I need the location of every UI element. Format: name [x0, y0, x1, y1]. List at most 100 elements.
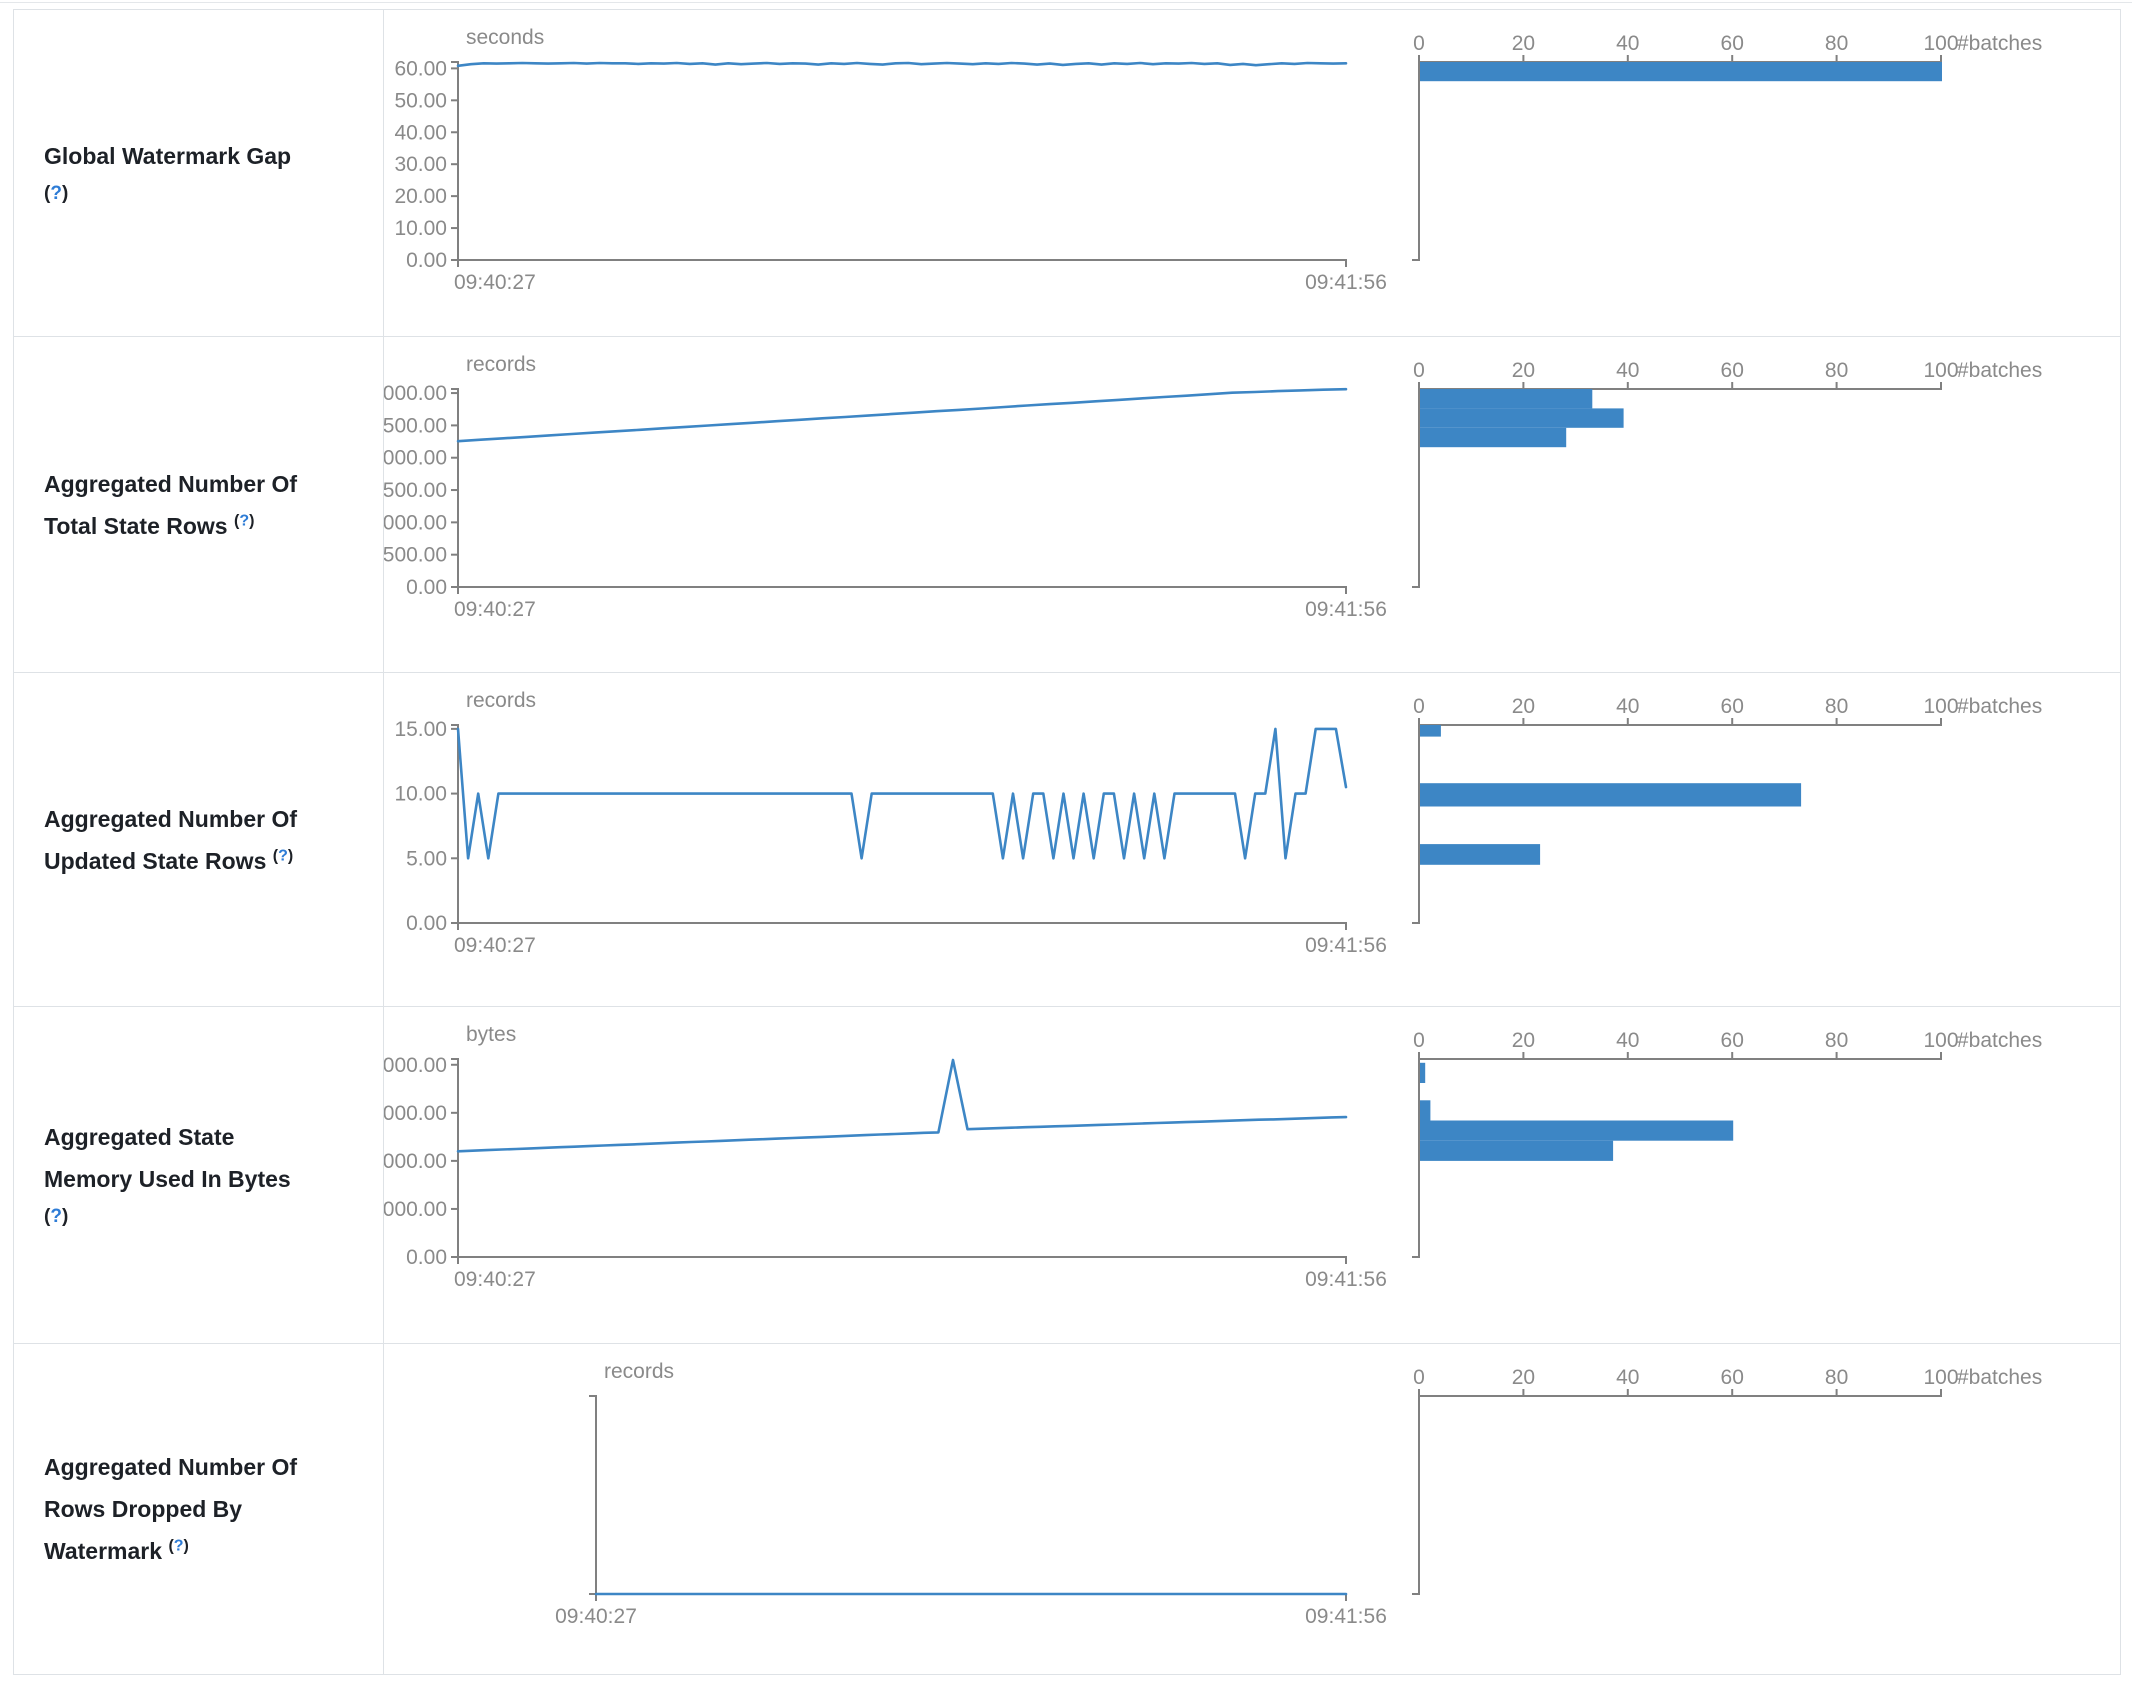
unit-label: seconds [466, 26, 544, 49]
help-paren-open: ( [44, 1206, 51, 1227]
y-axis-tick-label: 0.00 [406, 912, 447, 935]
batches-axis-tick-label: 20 [1512, 359, 1535, 382]
batches-axis-tick-label: 0 [1413, 1366, 1425, 1389]
batches-axis-tick-label: 60 [1721, 32, 1744, 55]
x-axis-start-time: 09:40:27 [454, 271, 536, 294]
help-link[interactable]: (?) [44, 1200, 383, 1234]
x-axis-end-time: 09:41:56 [1305, 598, 1387, 621]
batches-axis-tick-label: 80 [1825, 1366, 1848, 1389]
y-axis [451, 724, 459, 924]
help-paren-open: ( [234, 511, 240, 529]
batches-axis-tick-label: 40 [1616, 695, 1639, 718]
y-axis-tick-label: 10.00 [394, 783, 447, 806]
histogram-bar [1420, 1100, 1431, 1121]
histogram-bar [1420, 1062, 1426, 1083]
y-axis [451, 1058, 459, 1258]
metric-label-text: Watermark [44, 1538, 163, 1564]
batches-axis-tick-label: 0 [1413, 32, 1425, 55]
batches-axis-tick-label: 80 [1825, 1029, 1848, 1052]
metric-label-line: Memory Used In Bytes [44, 1158, 383, 1200]
help-paren-open: ( [168, 1537, 174, 1555]
batches-axis-tick-label: 20 [1512, 1366, 1535, 1389]
help-paren-close: ) [249, 511, 255, 529]
help-link[interactable]: (?) [168, 1537, 188, 1554]
timeline-chart: records 15.00 10.00 5.00 0.00 09:40:27 09:41:5… [384, 673, 1390, 1006]
timeline-chart: records 09:40:27 09:41:56 [384, 1344, 1390, 1674]
y-axis-tick-label: 50.00 [394, 89, 447, 112]
question-mark-icon: ? [239, 511, 250, 529]
help-link[interactable]: (?) [44, 177, 383, 211]
help-paren-close: ) [287, 846, 294, 864]
y-axis-tick-label: 1,000,000.00 [384, 1150, 447, 1173]
batches-axis-tick-label: 20 [1512, 1029, 1535, 1052]
histogram-bar [1420, 1140, 1614, 1161]
histogram-value-axis [1412, 725, 1420, 924]
metric-label-cell: Aggregated Number Of Updated State Rows (… [14, 673, 384, 1006]
timeline-series-line [456, 387, 1348, 443]
histogram-bar [1420, 1120, 1734, 1141]
y-axis [451, 61, 459, 261]
help-link[interactable]: (?) [234, 512, 254, 529]
histogram-bar [1420, 389, 1593, 409]
metric-label-line: Updated State Rows (?) [44, 840, 383, 882]
batches-axis-tick-label: 40 [1616, 1366, 1639, 1389]
x-axis [457, 586, 1347, 594]
histogram-value-axis [1412, 62, 1420, 261]
unit-label: records [466, 689, 536, 712]
y-axis-tick-label: 30.00 [394, 153, 447, 176]
metric-label-text: Aggregated Number Of [44, 805, 298, 832]
y-axis-tick-label: 2,000.00 [384, 447, 447, 470]
batches-axis-tick-label: 100 [1923, 695, 1958, 718]
batches-axis-tick-label: 40 [1616, 32, 1639, 55]
y-axis-tick-label: 0.00 [406, 1246, 447, 1269]
y-axis-tick-label: 10.00 [394, 217, 447, 240]
y-axis-tick-label: 40.00 [394, 121, 447, 144]
unit-label: records [604, 1360, 674, 1383]
batches-axis-tick-label: 60 [1721, 1366, 1744, 1389]
metric-label-text: Global Watermark Gap [44, 143, 292, 169]
histogram-chart: 0 20 40 60 80 100 #batches [1390, 337, 2120, 672]
help-paren-open: ( [44, 183, 51, 204]
histogram-bar [1420, 725, 1441, 737]
x-axis [457, 1256, 1347, 1264]
metric-label-text: Aggregated Number Of [44, 470, 298, 497]
help-link[interactable]: (?) [273, 847, 293, 864]
batches-axis-tick-label: 100 [1923, 1366, 1958, 1389]
metric-label-line: Total State Rows (?) [44, 505, 383, 547]
y-axis-tick-label: 20.00 [394, 185, 447, 208]
metric-row: Aggregated Number Of Total State Rows (?)… [14, 336, 2120, 672]
unit-label: records [466, 353, 536, 376]
x-axis-end-time: 09:41:56 [1305, 1268, 1387, 1291]
unit-label: bytes [466, 1023, 516, 1046]
histogram-bar [1420, 844, 1541, 865]
question-mark-icon: ? [50, 183, 62, 204]
y-axis [451, 388, 459, 588]
histogram-value-axis [1412, 1059, 1420, 1258]
y-axis-tick-label: 0.00 [406, 249, 447, 272]
question-mark-icon: ? [278, 846, 288, 864]
histogram-value-axis [1412, 1396, 1420, 1595]
y-axis-tick-label: 2,500.00 [384, 414, 447, 437]
metric-label-cell: Global Watermark Gap (?) [14, 10, 384, 336]
metric-label-line: Global Watermark Gap [44, 135, 383, 177]
metric-label-line: Aggregated Number Of [44, 798, 383, 840]
metric-label-line: Watermark (?) [44, 1530, 383, 1572]
histogram-bar [1420, 62, 1942, 82]
batches-axis [1418, 718, 1942, 726]
timeline-series-line [456, 1058, 1348, 1153]
batches-axis-tick-label: 60 [1721, 1029, 1744, 1052]
timeline-series-line [456, 727, 1348, 860]
x-axis [457, 922, 1347, 930]
metric-label-text: Total State Rows [44, 512, 228, 539]
batches-axis [1418, 382, 1942, 390]
histogram-value-axis [1412, 389, 1420, 588]
help-paren-open: ( [272, 846, 279, 864]
metric-label-text: Rows Dropped By [44, 1496, 243, 1522]
timeline-series-line [456, 61, 1348, 68]
batches-axis [1418, 1389, 1942, 1397]
x-axis-start-time: 09:40:27 [454, 598, 536, 621]
batches-axis-tick-label: 40 [1616, 1029, 1639, 1052]
metric-label-line: Rows Dropped By [44, 1488, 383, 1530]
question-mark-icon: ? [173, 1537, 184, 1555]
